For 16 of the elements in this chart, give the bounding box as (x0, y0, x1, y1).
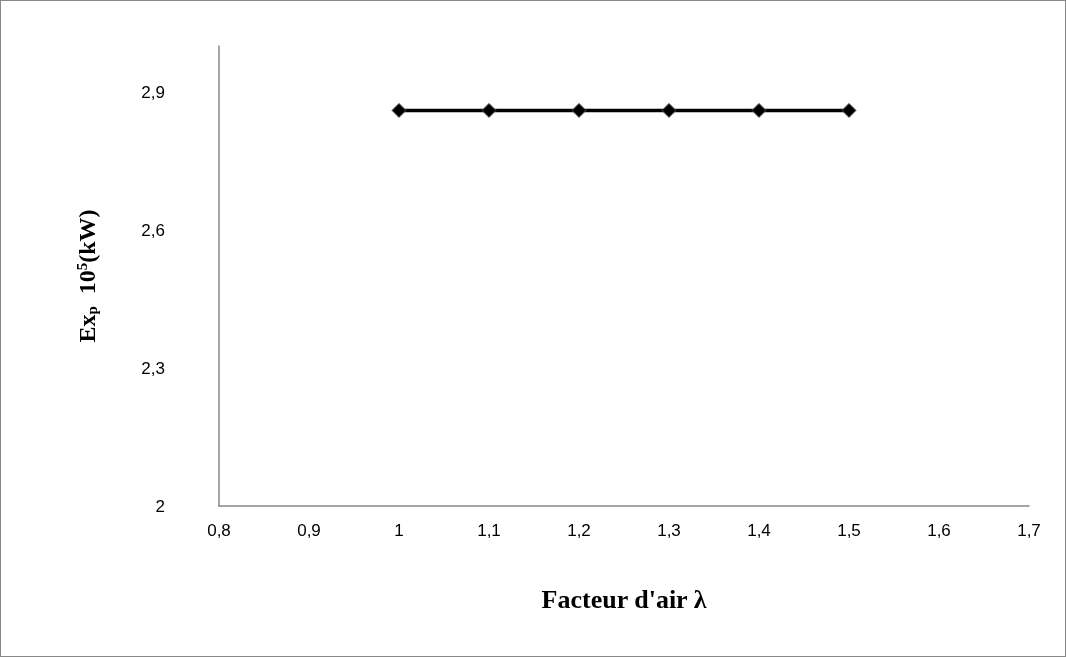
x-tick-label: 1,6 (927, 521, 951, 540)
x-tick-label: 1,3 (657, 521, 681, 540)
y-tick-label: 2 (155, 496, 165, 516)
x-tick-label: 1,2 (567, 521, 591, 540)
y-tick-label: 2,9 (141, 82, 165, 102)
x-tick-label: 1,7 (1017, 521, 1041, 540)
x-tick-label: 1,5 (837, 521, 861, 540)
x-tick-label: 0,9 (297, 521, 321, 540)
x-tick-label: 1 (394, 521, 404, 540)
x-tick-label: 1,1 (477, 521, 501, 540)
y-tick-label: 2,3 (141, 358, 165, 378)
y-tick-label: 2,6 (141, 220, 165, 240)
x-tick-label: 1,4 (747, 521, 771, 540)
x-tick-label: 0,8 (207, 521, 231, 540)
y-axis-title: Exp 105(kW) (73, 209, 100, 343)
x-axis-title: Facteur d'air λ (541, 584, 707, 614)
